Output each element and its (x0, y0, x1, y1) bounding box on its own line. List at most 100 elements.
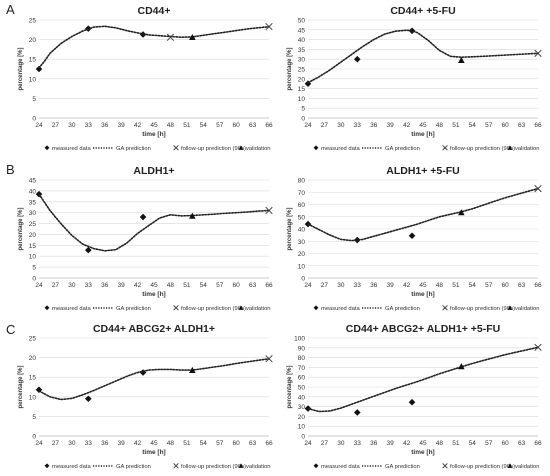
x-tick-label: 63 (249, 282, 257, 289)
chart-legend: measured data GA prediction follow-up pred… (44, 305, 271, 312)
x-tick-label: 33 (85, 282, 93, 289)
y-tick-label: 40 (29, 188, 37, 195)
legend-label: validation (246, 146, 271, 152)
legend-triangle-marker (238, 145, 244, 150)
y-tick-label: 35 (29, 199, 37, 206)
y-tick-label: 0 (32, 434, 36, 441)
y-tick-label: 70 (298, 190, 306, 197)
x-tick-label: 45 (419, 282, 427, 289)
chart-legend: measured data GA prediction follow-up pred… (313, 463, 540, 470)
data-point-measured-data (353, 55, 361, 63)
x-tick-label: 51 (452, 122, 460, 129)
x-tick-label: 66 (534, 122, 542, 129)
y-tick-label: 45 (298, 27, 306, 34)
x-tick-label: 48 (436, 440, 444, 447)
y-tick-label: 40 (298, 227, 306, 234)
data-point-follow-up-prediction-96h-stroke-b (265, 206, 273, 215)
legend-label: follow-up prediction (96h) (181, 464, 246, 470)
legend-label: follow-up prediction (96h) (450, 306, 515, 312)
legend-label: validation (515, 146, 540, 152)
data-point-measured-data (139, 213, 147, 221)
legend-label: GA prediction (116, 146, 151, 152)
x-tick-label: 51 (452, 282, 460, 289)
panel-letter-a: A (6, 2, 15, 17)
legend-triangle-marker (507, 305, 513, 310)
x-axis-label: time [h] (411, 291, 434, 298)
legend-x-marker-stroke-b (173, 305, 179, 311)
y-tick-label: 20 (298, 251, 306, 258)
y-tick-label: 15 (29, 57, 37, 64)
chart-cd44-abcg2-aldh1: CD44+ ABCG2+ ALDH1+ 0 5 10 15 20 25 24 27 30 33 36 3… (18, 323, 273, 470)
data-point-follow-up-prediction-96h-stroke-b (265, 355, 273, 363)
x-tick-label: 45 (150, 440, 158, 447)
x-tick-label: 48 (436, 282, 444, 289)
y-tick-label: 25 (29, 336, 37, 343)
x-tick-label: 57 (216, 122, 224, 129)
x-tick-label: 66 (534, 440, 542, 447)
y-axis-label: percentage [%] (18, 47, 24, 90)
x-tick-label: 54 (469, 282, 477, 289)
x-tick-label: 27 (321, 440, 329, 447)
legend-x-marker (173, 145, 179, 151)
legend-label: validation (246, 464, 271, 470)
legend-label: GA prediction (116, 464, 151, 470)
y-tick-label: 30 (298, 404, 306, 411)
y-tick-label: 25 (29, 18, 37, 25)
legend-x-marker (442, 305, 448, 311)
data-point-follow-up-prediction-96h (166, 33, 175, 41)
x-tick-label: 42 (134, 440, 142, 447)
legend-triangle-marker (507, 463, 513, 468)
data-point-measured-data (84, 246, 92, 254)
y-tick-label: 50 (298, 385, 306, 392)
x-tick-label: 36 (370, 440, 378, 447)
y-tick-label: 50 (298, 18, 306, 25)
data-point-validation (458, 209, 465, 216)
x-tick-label: 63 (518, 122, 526, 129)
x-tick-label: 60 (233, 122, 241, 129)
legend-label: GA prediction (385, 464, 420, 470)
x-tick-label: 42 (403, 282, 411, 289)
legend-diamond-marker (313, 463, 319, 469)
legend-label: GA prediction (385, 306, 420, 312)
panel-letter-c: C (6, 322, 16, 337)
legend-triangle-marker (238, 305, 244, 310)
legend-diamond-marker (313, 145, 319, 151)
data-point-validation (189, 212, 196, 219)
chart-legend: measured data GA prediction follow-up pred… (44, 463, 271, 470)
data-point-follow-up-prediction-96h-stroke-b (534, 49, 542, 57)
x-tick-label: 54 (200, 440, 208, 447)
data-point-follow-up-prediction-96h-stroke-b (166, 33, 175, 41)
legend-label: measured data (52, 306, 91, 312)
x-tick-label: 24 (304, 440, 312, 447)
x-tick-label: 48 (167, 282, 175, 289)
chart-aldh1-5fu: ALDH1+ +5-FU 0 10 20 30 40 50 60 70 80 24 27 30 33 36 3… (287, 165, 542, 312)
y-tick-label: 25 (29, 221, 37, 228)
x-tick-label: 42 (134, 282, 142, 289)
data-point-validation (458, 56, 465, 63)
x-tick-label: 54 (469, 440, 477, 447)
x-tick-label: 30 (68, 440, 76, 447)
y-tick-label: 5 (301, 106, 305, 113)
legend-label: measured data (321, 306, 360, 312)
data-point-measured-data (353, 409, 361, 416)
x-tick-label: 24 (35, 282, 43, 289)
y-tick-label: 20 (298, 76, 306, 83)
y-tick-label: 80 (298, 355, 306, 362)
legend-label: follow-up prediction (96h) (450, 464, 515, 470)
y-tick-label: 10 (298, 424, 306, 431)
chart-cd44: CD44+ 0 5 10 15 20 25 24 27 30 33 36 39 42 45 48 51 54 57 6… (18, 5, 273, 152)
y-tick-label: 0 (301, 116, 305, 123)
x-tick-label: 60 (502, 440, 510, 447)
legend-x-marker-stroke-b (173, 463, 179, 469)
data-point-follow-up-prediction-96h (534, 343, 542, 351)
x-tick-label: 39 (118, 440, 126, 447)
x-axis-label: time [h] (142, 449, 165, 456)
x-tick-label: 39 (118, 282, 126, 289)
x-tick-label: 51 (183, 282, 191, 289)
y-tick-label: 5 (32, 96, 36, 103)
series-line-ga-prediction (38, 357, 270, 401)
x-tick-label: 57 (485, 440, 493, 447)
y-axis-label: percentage [%] (287, 207, 293, 250)
x-tick-label: 66 (265, 122, 273, 129)
series-line-ga-prediction (307, 346, 539, 413)
